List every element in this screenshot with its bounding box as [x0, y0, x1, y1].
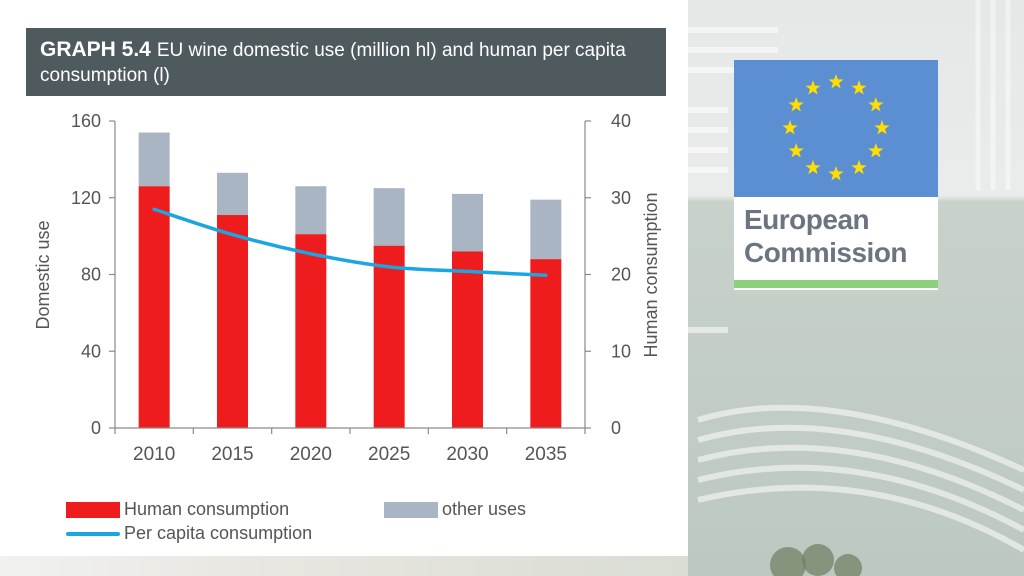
- y-tick-label-80: 80: [81, 265, 101, 285]
- x-tick-label-2010: 2010: [133, 444, 175, 465]
- eu-flag: [734, 60, 938, 197]
- bar-other-2010: [138, 132, 170, 187]
- x-tick-label-2030: 2030: [446, 444, 488, 465]
- bar-human-2015: [217, 215, 248, 428]
- line-per-capita-consumption: [152, 207, 548, 278]
- y-tick-label-40: 40: [81, 341, 101, 361]
- eu-star-icon: [828, 74, 844, 89]
- eu-star-icon: [868, 143, 884, 158]
- eu-star-icon: [851, 159, 867, 175]
- bar-human-2030: [452, 251, 483, 428]
- background-people-image: [0, 556, 688, 576]
- eu-stars-icon: [782, 74, 890, 181]
- background-decoration: [688, 0, 1024, 576]
- x-tick-label-2025: 2025: [368, 444, 410, 465]
- chart-title-bar: GRAPH 5.4 EU wine domestic use (million h…: [26, 28, 666, 96]
- bar-other-2030: [452, 193, 483, 252]
- y-axis-title: Domestic use: [33, 220, 53, 329]
- y-tick-label-160: 160: [71, 111, 101, 131]
- bar-other-2020: [295, 186, 327, 235]
- eu-star-icon: [788, 97, 804, 112]
- y2-axis-title: Human consumption: [641, 192, 661, 357]
- bar-other-2035: [530, 199, 562, 260]
- eu-star-icon: [782, 120, 798, 135]
- y2-tick-label-0: 0: [611, 418, 621, 438]
- eu-star-icon: [874, 120, 890, 135]
- eu-star-icon: [788, 143, 804, 158]
- bar-human-2025: [373, 245, 405, 428]
- bar-human-2010: [138, 186, 170, 428]
- y2-tick-label-30: 30: [611, 188, 631, 208]
- y2-tick-label-10: 10: [611, 341, 631, 361]
- logo-stripe: [734, 280, 938, 288]
- y2-tick-label-20: 20: [611, 265, 631, 285]
- chart-title: EU wine domestic use (million hl) and hu…: [40, 40, 626, 86]
- eu-star-icon: [868, 97, 884, 112]
- x-tick-label-2020: 2020: [290, 444, 332, 465]
- bar-human-2035: [530, 259, 562, 428]
- eu-star-icon: [828, 166, 844, 181]
- bar-other-2025: [373, 188, 405, 246]
- eu-star-icon: [805, 80, 821, 95]
- eu-star-icon: [851, 80, 867, 95]
- european-commission-logo: European Commission: [734, 60, 938, 290]
- y-tick-label-0: 0: [91, 418, 101, 438]
- eu-star-icon: [805, 159, 821, 175]
- y2-tick-label-40: 40: [611, 111, 631, 131]
- x-tick-label-2015: 2015: [211, 444, 253, 465]
- bar-other-2015: [217, 172, 248, 216]
- logo-text-line1: European: [744, 204, 870, 235]
- x-tick-label-2035: 2035: [525, 444, 567, 465]
- logo-text-line2: Commission: [744, 237, 908, 268]
- graph-number: GRAPH 5.4: [40, 38, 151, 61]
- y-tick-label-120: 120: [71, 188, 101, 208]
- bar-human-2020: [295, 234, 327, 428]
